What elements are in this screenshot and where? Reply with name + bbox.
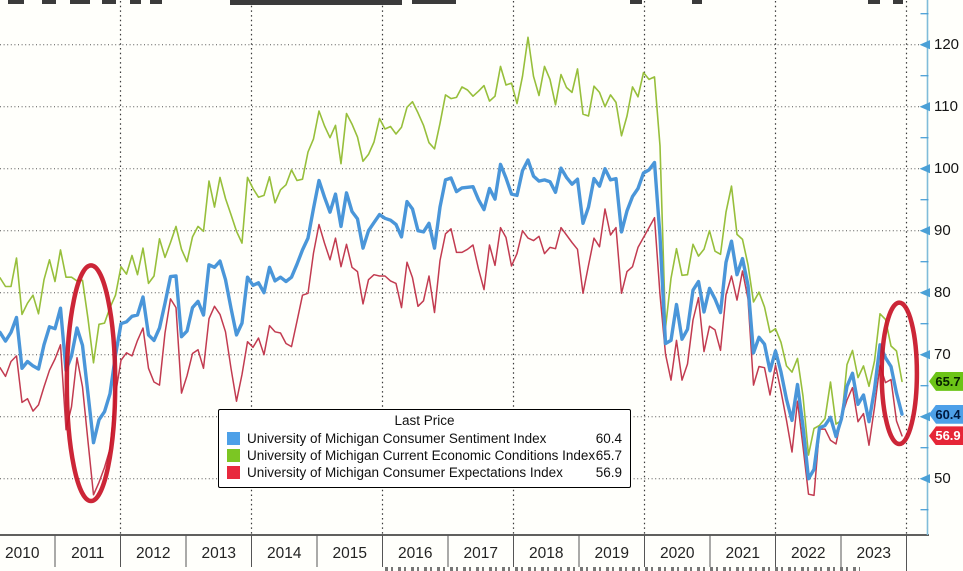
clipped-text-fragment <box>630 0 642 4</box>
clipped-text-fragment <box>70 0 90 4</box>
y-axis-label: 100 <box>934 160 960 178</box>
conditions-swatch-icon <box>227 449 240 462</box>
y-axis-label: 90 <box>934 222 951 240</box>
legend-value: 65.7 <box>595 448 622 463</box>
clipped-text-fragment <box>412 0 456 4</box>
x-axis-year-label: 2013 <box>201 545 236 562</box>
last-price-tag-conditions: 65.7 <box>929 371 963 391</box>
clipped-text-fragment <box>692 0 702 4</box>
y-major-tick-arrow <box>919 350 930 360</box>
legend-label: University of Michigan Current Economic … <box>247 448 596 463</box>
y-major-tick-arrow <box>919 102 930 112</box>
legend-box: Last Price University of Michigan Consum… <box>218 409 631 488</box>
expectations-swatch-icon <box>227 466 240 479</box>
y-axis-label: 50 <box>934 470 951 488</box>
x-axis-year-label: 2010 <box>5 545 40 562</box>
clipped-text-fragment <box>130 0 141 4</box>
x-axis-year-label: 2019 <box>594 545 629 562</box>
y-major-tick-arrow <box>919 412 930 422</box>
clipped-text-fragment <box>868 0 880 4</box>
clipped-text-fragment <box>102 0 116 4</box>
x-axis-year-label: 2020 <box>660 545 695 562</box>
x-axis-year-label: 2012 <box>136 545 171 562</box>
legend-item-expectations: University of Michigan Consumer Expectat… <box>227 464 622 481</box>
x-axis-year-label: 2022 <box>791 545 826 562</box>
y-major-tick-arrow <box>919 164 930 174</box>
x-axis-year-label: 2018 <box>529 545 564 562</box>
x-axis-year-label: 2017 <box>463 545 498 562</box>
y-major-tick-arrow <box>919 474 930 484</box>
y-axis-label: 120 <box>934 36 960 54</box>
y-major-tick-arrow <box>919 288 930 298</box>
y-axis-label: 110 <box>934 98 958 116</box>
expectations-line <box>0 208 903 497</box>
legend-item-conditions: University of Michigan Current Economic … <box>227 447 622 464</box>
x-axis-year-label: 2016 <box>398 545 433 562</box>
last-price-tag-expectations: 56.9 <box>929 426 963 446</box>
clipped-text-fragment <box>230 0 402 5</box>
legend-label: University of Michigan Consumer Sentimen… <box>247 431 547 446</box>
clipped-text-fragment <box>8 0 24 4</box>
x-axis-year-label: 2021 <box>725 545 760 562</box>
y-major-tick-arrow <box>919 40 930 50</box>
y-axis-label: 80 <box>934 284 951 302</box>
conditions-line <box>0 36 903 456</box>
clipped-text-fragment-bottom <box>385 567 860 571</box>
legend-title: Last Price <box>394 413 455 428</box>
y-major-tick-arrow <box>919 226 930 236</box>
last-price-tag-sentiment: 60.4 <box>929 404 963 424</box>
legend-item-sentiment: University of Michigan Consumer Sentimen… <box>227 430 622 447</box>
x-axis-year-label: 2015 <box>332 545 367 562</box>
legend-value: 56.9 <box>595 465 622 480</box>
sentiment-line <box>0 158 904 481</box>
clipped-text-fragment <box>42 0 56 4</box>
circle-2023-dip <box>879 300 920 447</box>
clipped-text-fragment <box>893 0 903 4</box>
x-axis-year-label: 2011 <box>71 545 105 562</box>
x-axis-year-label: 2023 <box>856 545 891 562</box>
circle-2011-dip <box>64 263 118 504</box>
legend-label: University of Michigan Consumer Expectat… <box>247 465 563 480</box>
legend-value: 60.4 <box>595 431 622 446</box>
sentiment-swatch-icon <box>227 432 240 445</box>
clipped-text-fragment <box>150 0 162 4</box>
y-axis-label: 70 <box>934 346 951 364</box>
x-axis-year-label: 2014 <box>267 545 302 562</box>
